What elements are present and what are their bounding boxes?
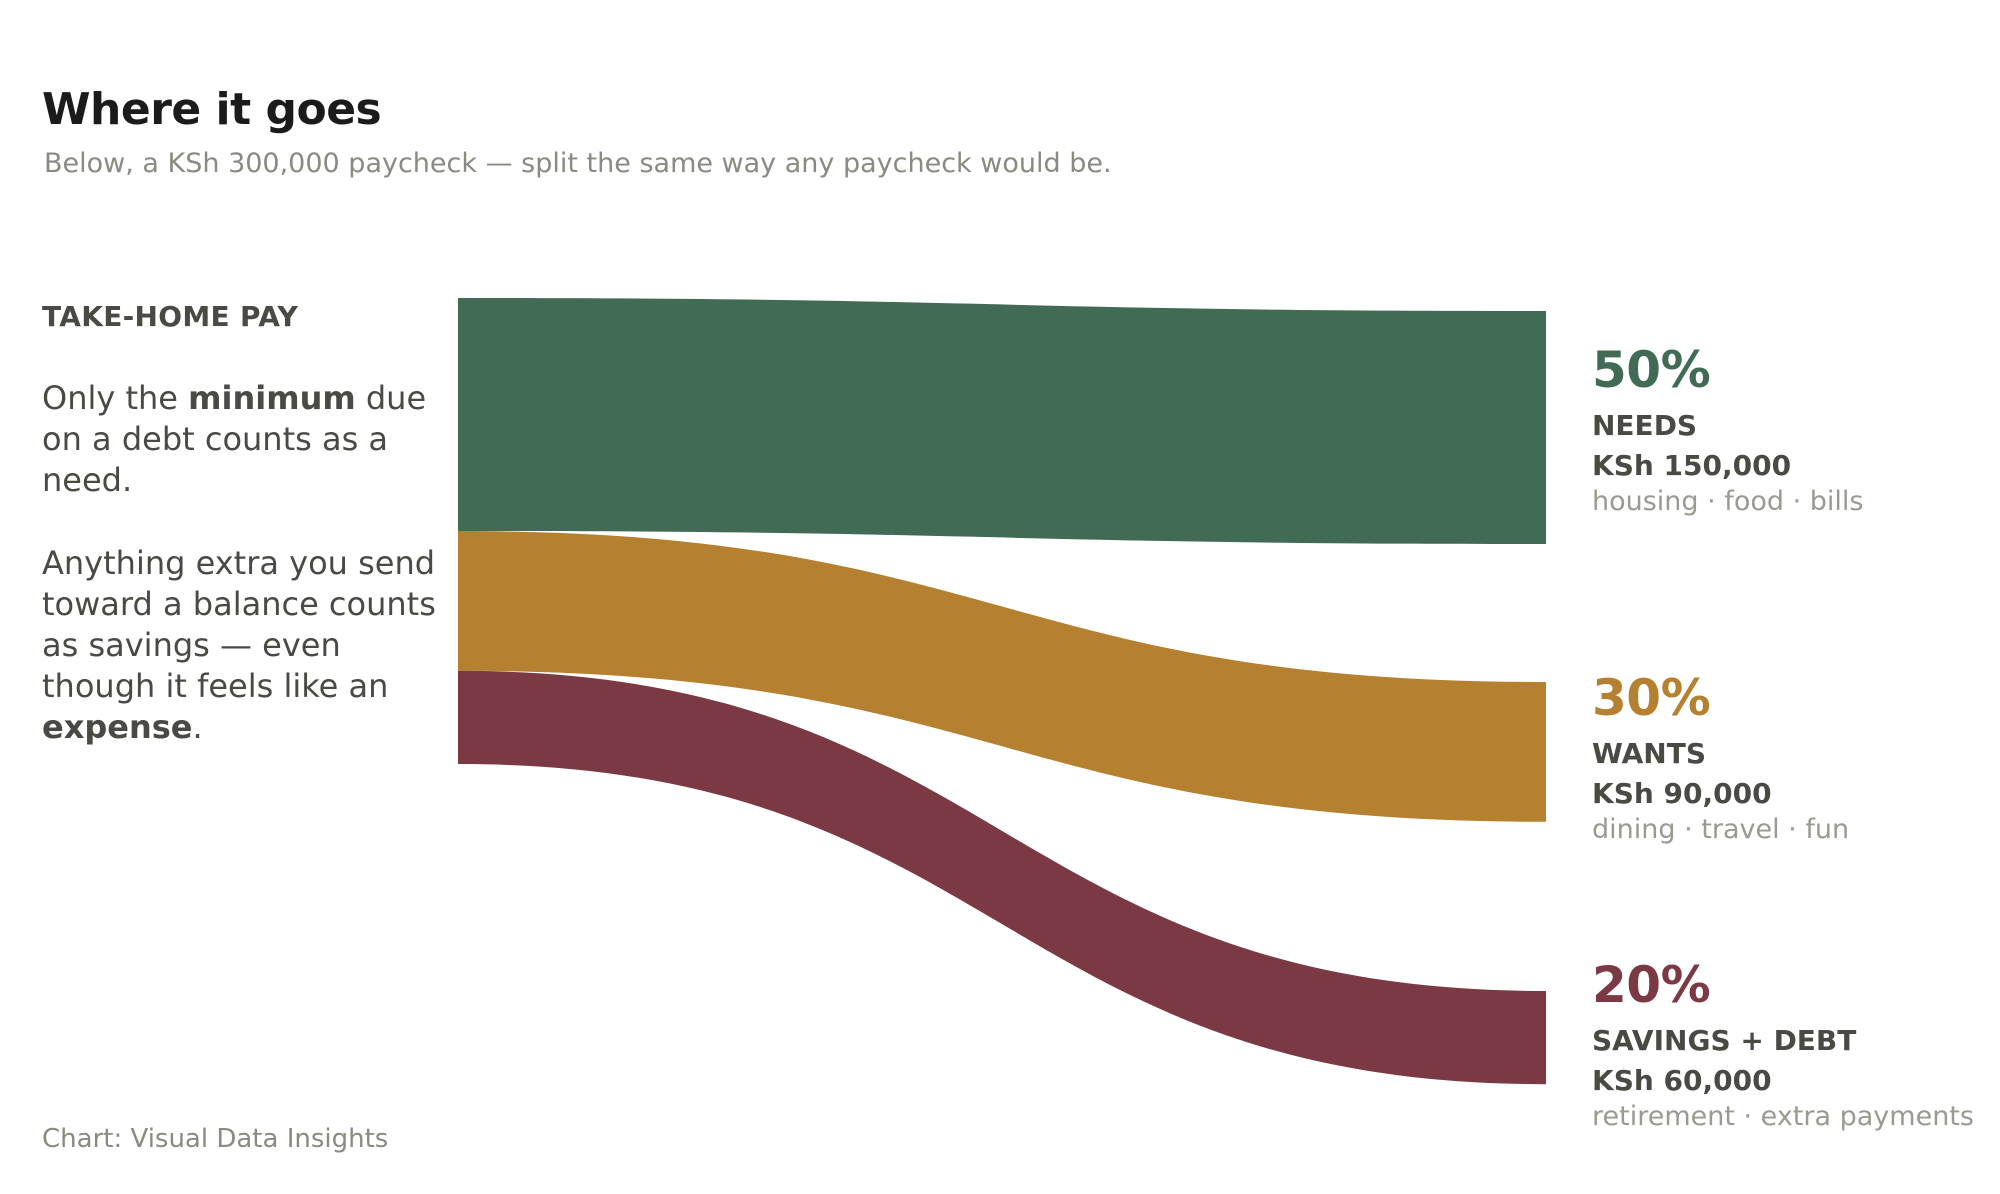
- category-percent: 30%: [1592, 669, 1711, 727]
- category-description: dining · travel · fun: [1592, 814, 1850, 845]
- source-node-label: TAKE-HOME PAY: [42, 300, 299, 333]
- category-needs: 50% NEEDS KSh 150,000 housing · food · b…: [1592, 342, 1863, 520]
- note-extra-payments: Anything extra you send toward a balance…: [42, 543, 452, 748]
- category-savings-debt: 20% SAVINGS + DEBT KSh 60,000 retirement…: [1592, 957, 1974, 1135]
- flow-band-needs: [458, 298, 1546, 544]
- category-name: WANTS: [1592, 737, 1706, 770]
- chart-source: Chart: Visual Data Insights: [42, 1124, 389, 1154]
- category-description: retirement · extra payments: [1592, 1101, 1974, 1132]
- category-amount: KSh 150,000: [1592, 449, 1792, 482]
- note1-post: due on a debt counts as a need.: [42, 379, 427, 499]
- note-minimum-debt: Only the minimum due on a debt counts as…: [42, 378, 452, 501]
- category-name: SAVINGS + DEBT: [1592, 1024, 1857, 1057]
- chart-title: Where it goes: [42, 84, 382, 135]
- flow-band-savings-debt: [458, 670, 1546, 1085]
- chart-subtitle: Below, a KSh 300,000 paycheck — split th…: [44, 148, 1112, 179]
- category-percent: 50%: [1592, 341, 1711, 399]
- flow-band-wants: [458, 531, 1546, 822]
- category-name: NEEDS: [1592, 409, 1698, 442]
- category-wants: 30% WANTS KSh 90,000 dining · travel · f…: [1592, 670, 1849, 848]
- note2-post: .: [192, 708, 203, 746]
- category-amount: KSh 90,000: [1592, 777, 1772, 810]
- category-description: housing · food · bills: [1592, 486, 1864, 517]
- note1-bold: minimum: [188, 379, 356, 417]
- note2-pre: Anything extra you send toward a balance…: [42, 544, 436, 705]
- note2-bold: expense: [42, 708, 193, 746]
- category-percent: 20%: [1592, 956, 1711, 1014]
- note1-pre: Only the: [42, 379, 189, 417]
- category-amount: KSh 60,000: [1592, 1064, 1772, 1097]
